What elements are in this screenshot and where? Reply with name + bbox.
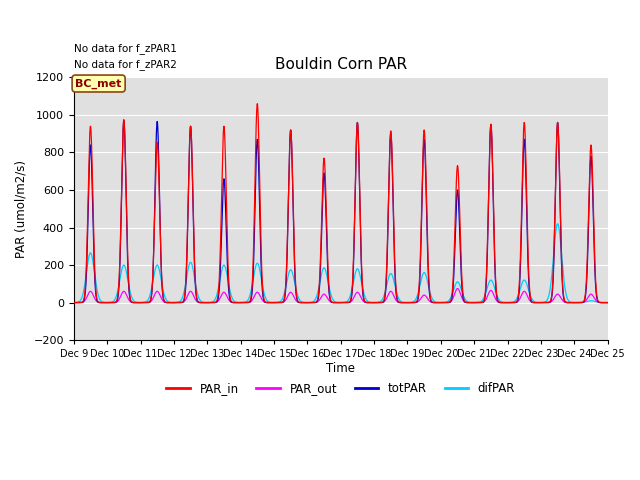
- X-axis label: Time: Time: [326, 362, 355, 375]
- Text: No data for f_zPAR1: No data for f_zPAR1: [74, 43, 177, 54]
- Text: BC_met: BC_met: [76, 78, 122, 89]
- Legend: PAR_in, PAR_out, totPAR, difPAR: PAR_in, PAR_out, totPAR, difPAR: [162, 377, 520, 400]
- Y-axis label: PAR (umol/m2/s): PAR (umol/m2/s): [15, 160, 28, 258]
- Title: Bouldin Corn PAR: Bouldin Corn PAR: [275, 57, 407, 72]
- Text: No data for f_zPAR2: No data for f_zPAR2: [74, 59, 177, 70]
